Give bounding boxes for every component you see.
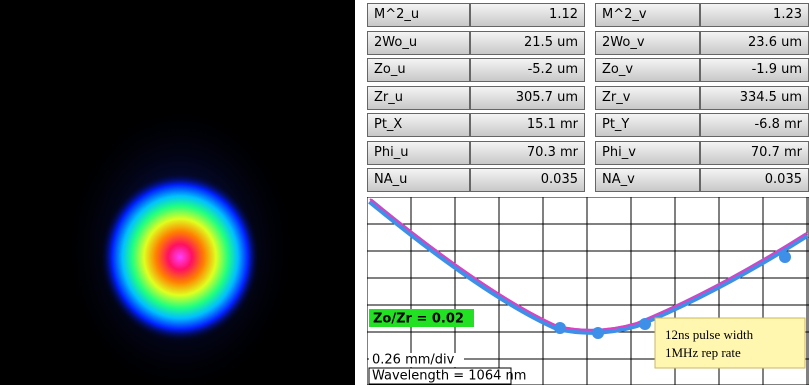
beam-image: [0, 0, 355, 385]
param-name: 2Wo_u: [367, 31, 470, 55]
point: [592, 327, 604, 339]
param-name: Phi_v: [595, 141, 700, 165]
ratio-label: Zo/Zr = 0.02: [373, 312, 464, 327]
param-name: NA_u: [367, 168, 470, 192]
param-value: 1.23: [700, 3, 809, 27]
param-value: 334.5 um: [700, 86, 809, 110]
param-value: -6.8 mr: [700, 113, 809, 137]
scale-label: 0.26 mm/div: [372, 353, 455, 368]
param-value: -5.2 um: [470, 58, 585, 82]
param-value: -1.9 um: [700, 58, 809, 82]
param-value: 15.1 mr: [470, 113, 585, 137]
point: [639, 318, 651, 330]
param-name: Phi_u: [367, 141, 470, 165]
param-name: Zr_v: [595, 86, 700, 110]
param-value: 70.7 mr: [700, 141, 809, 165]
param-name: Zo_u: [367, 58, 470, 82]
param-value: 21.5 um: [470, 31, 585, 55]
param-name: Zr_u: [367, 86, 470, 110]
param-name: NA_v: [595, 168, 700, 192]
screen: M^2_u1.12 M^2_v1.23 2Wo_u21.5 um 2Wo_v23.6 …: [0, 0, 809, 385]
param-value: 70.3 mr: [470, 141, 585, 165]
param-name: Pt_X: [367, 113, 470, 137]
param-name: M^2_u: [367, 3, 470, 27]
param-value: 1.12: [470, 3, 585, 27]
param-value: 305.7 um: [470, 86, 585, 110]
param-value: 23.6 um: [700, 31, 809, 55]
point: [779, 251, 791, 263]
beam-spot: [100, 172, 260, 342]
point: [554, 322, 566, 334]
param-value: 0.035: [700, 168, 809, 192]
param-name: Zo_v: [595, 58, 700, 82]
caustic-plot: Zo/Zr = 0.02 0.26 mm/div Wavelength = 10…: [367, 197, 809, 385]
note-box: [655, 318, 805, 368]
wavelength-label: Wavelength = 1064 nm: [372, 369, 526, 384]
note-line: 12ns pulse width: [665, 327, 754, 342]
param-name: 2Wo_v: [595, 31, 700, 55]
param-name: Pt_Y: [595, 113, 700, 137]
note-line: 1MHz rep rate: [665, 345, 741, 360]
param-name: M^2_v: [595, 3, 700, 27]
param-value: 0.035: [470, 168, 585, 192]
